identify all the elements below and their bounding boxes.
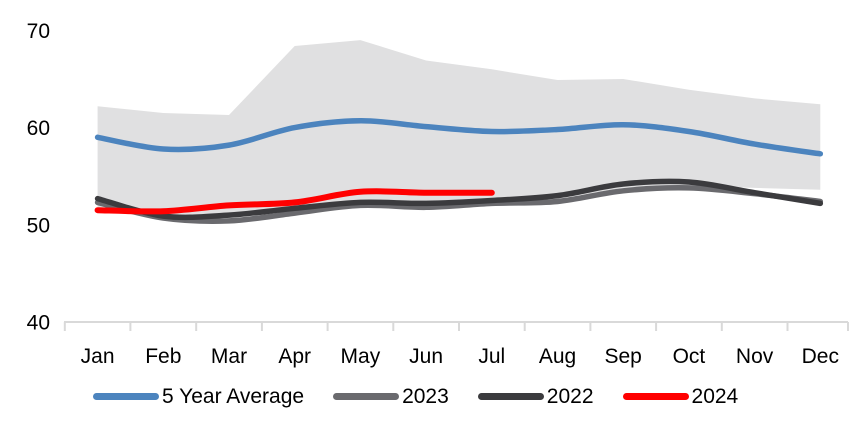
x-axis-label-oct: Oct [673, 345, 706, 368]
legend-item-2023: 2023 [333, 386, 449, 407]
legend-swatch-2023 [333, 393, 400, 400]
x-axis-label-nov: Nov [736, 345, 774, 368]
legend-item-2024: 2024 [622, 385, 739, 408]
y-axis-label-70: 70 [27, 20, 50, 43]
line-chart: 70 60 50 40 Jan Feb Mar Apr May Jun Jul Aug Sep Oct No… [27, 20, 849, 368]
x-axis-label-mar: Mar [211, 345, 247, 368]
series-line-2024 [94, 188, 495, 215]
y-axis-label-40: 40 [27, 312, 50, 335]
x-axis-label-aug: Aug [539, 345, 576, 368]
legend-label-5-year-average: 5 Year Average [162, 385, 305, 408]
legend-swatch-2024 [622, 393, 689, 400]
legend-swatch-2022 [477, 393, 544, 400]
legend-item-2022: 2022 [477, 385, 594, 408]
x-axis-label-jul: Jul [478, 345, 505, 368]
series-line-2022 [94, 178, 824, 221]
x-axis-label-jun: Jun [409, 345, 443, 368]
x-axis-label-feb: Feb [145, 345, 181, 368]
x-axis-label-dec: Dec [802, 345, 839, 368]
series-line-2023 [94, 185, 824, 224]
x-axis-label-apr: Apr [278, 345, 311, 368]
x-axis-label-may: May [341, 345, 381, 368]
series-line-5-year-average [94, 118, 824, 157]
y-axis-label-60: 60 [27, 117, 50, 140]
legend-label-2024: 2024 [691, 385, 739, 408]
x-axis-label-jan: Jan [81, 345, 115, 368]
legend-label-2023: 2023 [402, 385, 449, 408]
legend: 5 Year Average 2023 2022 2024 [93, 386, 738, 407]
x-axis-label-sep: Sep [605, 345, 642, 368]
legend-label-2022: 2022 [546, 385, 594, 408]
y-axis-label-50: 50 [27, 214, 50, 237]
legend-item-5-year-average: 5 Year Average [93, 386, 304, 407]
legend-swatch-5-year-average [93, 393, 159, 400]
